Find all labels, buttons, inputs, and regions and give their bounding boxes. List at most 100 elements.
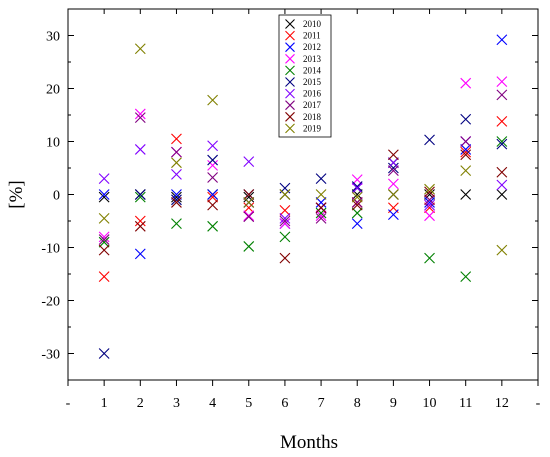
legend-box — [278, 14, 332, 138]
data-point-2013 — [243, 210, 255, 222]
data-point-2015 — [207, 154, 219, 166]
data-point-2012 — [207, 189, 219, 200]
data-point-2013 — [387, 178, 399, 190]
data-point-2019 — [460, 165, 472, 177]
data-point-2012 — [460, 144, 472, 155]
data-point-2015 — [424, 134, 435, 146]
data-point-2016 — [243, 156, 255, 168]
legend-label: 2018 — [303, 112, 322, 122]
data-point-2018 — [424, 186, 435, 198]
data-point-2018 — [315, 202, 327, 214]
data-point-2010 — [460, 189, 472, 200]
data-point-2014 — [134, 191, 146, 203]
data-point-2017 — [171, 146, 182, 158]
data-point-2018 — [387, 149, 399, 161]
data-point-2011 — [134, 215, 146, 227]
legend-label: 2015 — [303, 77, 322, 87]
data-point-2016 — [134, 144, 146, 155]
data-point-2014 — [98, 236, 110, 248]
data-point-2013 — [207, 159, 219, 171]
legend-entry-2018: 2018 — [285, 112, 322, 122]
data-point-2016 — [496, 179, 508, 191]
legend-label: 2019 — [303, 123, 322, 133]
data-point-2017 — [460, 136, 472, 147]
legend-entry-2015: 2015 — [285, 77, 322, 87]
data-point-2010 — [496, 189, 508, 200]
legend-label: 2010 — [303, 19, 322, 29]
data-point-2017 — [243, 211, 255, 223]
data-point-2016 — [171, 168, 182, 180]
data-point-2017 — [351, 197, 363, 208]
data-point-2011 — [279, 205, 291, 216]
data-point-2018 — [171, 197, 182, 208]
data-point-2010 — [98, 191, 110, 203]
data-point-2019 — [279, 189, 291, 200]
legend-label: 2014 — [303, 65, 322, 75]
data-point-2011 — [496, 115, 508, 127]
x-tick-label: 10 — [423, 396, 437, 411]
data-point-2012 — [387, 209, 399, 221]
data-point-2019 — [387, 189, 399, 200]
data-point-2014 — [496, 136, 508, 147]
data-point-2017 — [279, 215, 291, 227]
data-point-2012 — [171, 189, 182, 200]
data-point-2018 — [207, 199, 219, 211]
data-markers — [98, 34, 508, 359]
data-point-2011 — [460, 146, 472, 158]
data-point-2019 — [171, 157, 182, 169]
data-point-2017 — [496, 89, 508, 101]
data-point-2018 — [351, 199, 363, 211]
data-point-2015 — [315, 173, 327, 184]
data-point-2013 — [315, 210, 327, 222]
x-axis-title: Months — [280, 432, 338, 453]
legend-entry-2017: 2017 — [285, 100, 322, 110]
legend-entry-2011: 2011 — [285, 31, 321, 41]
data-point-2019 — [243, 197, 255, 208]
data-point-2017 — [387, 165, 399, 177]
y-tick-label: -20 — [41, 295, 60, 310]
x-edge-tick-label: - — [536, 396, 541, 411]
data-point-2019 — [424, 183, 435, 195]
x-tick-label: 5 — [245, 396, 252, 411]
y-tick-label: 0 — [53, 189, 60, 204]
x-tick-label: 9 — [390, 396, 397, 411]
legend-label: 2016 — [303, 89, 322, 99]
x-tick-label: 12 — [495, 396, 509, 411]
data-point-2018 — [279, 252, 291, 264]
x-tick-label: 2 — [137, 396, 144, 411]
data-point-2015 — [460, 113, 472, 125]
data-point-2018 — [460, 149, 472, 161]
data-point-2019 — [207, 94, 219, 106]
y-tick-label: -10 — [41, 242, 60, 257]
data-point-2017 — [424, 194, 435, 206]
data-point-2018 — [98, 244, 110, 256]
data-point-2017 — [315, 212, 327, 224]
legend-label: 2013 — [303, 54, 322, 64]
data-point-2017 — [98, 234, 110, 245]
data-point-2016 — [424, 199, 435, 211]
data-point-2010 — [171, 191, 182, 203]
data-point-2015 — [387, 162, 399, 174]
data-point-2011 — [243, 202, 255, 214]
data-point-2019 — [134, 43, 146, 55]
legend-label: 2017 — [303, 100, 322, 110]
data-point-2013 — [496, 76, 508, 87]
data-point-2011 — [171, 133, 182, 145]
x-tick-label: 7 — [318, 396, 325, 411]
data-point-2018 — [134, 220, 146, 232]
data-point-2013 — [279, 218, 291, 230]
data-point-2019 — [496, 244, 508, 256]
data-point-2011 — [98, 271, 110, 283]
data-point-2014 — [315, 207, 327, 219]
data-point-2019 — [351, 191, 363, 203]
data-point-2012 — [351, 218, 363, 230]
x-tick-label: 1 — [101, 396, 108, 411]
y-axis: -30 -20 -10 0 10 20 30 — [41, 8, 538, 381]
data-point-2012 — [424, 197, 435, 208]
data-point-2011 — [207, 191, 219, 203]
data-point-2012 — [134, 248, 146, 260]
x-edge-tick-label: - — [66, 396, 71, 411]
data-point-2015 — [98, 348, 110, 359]
